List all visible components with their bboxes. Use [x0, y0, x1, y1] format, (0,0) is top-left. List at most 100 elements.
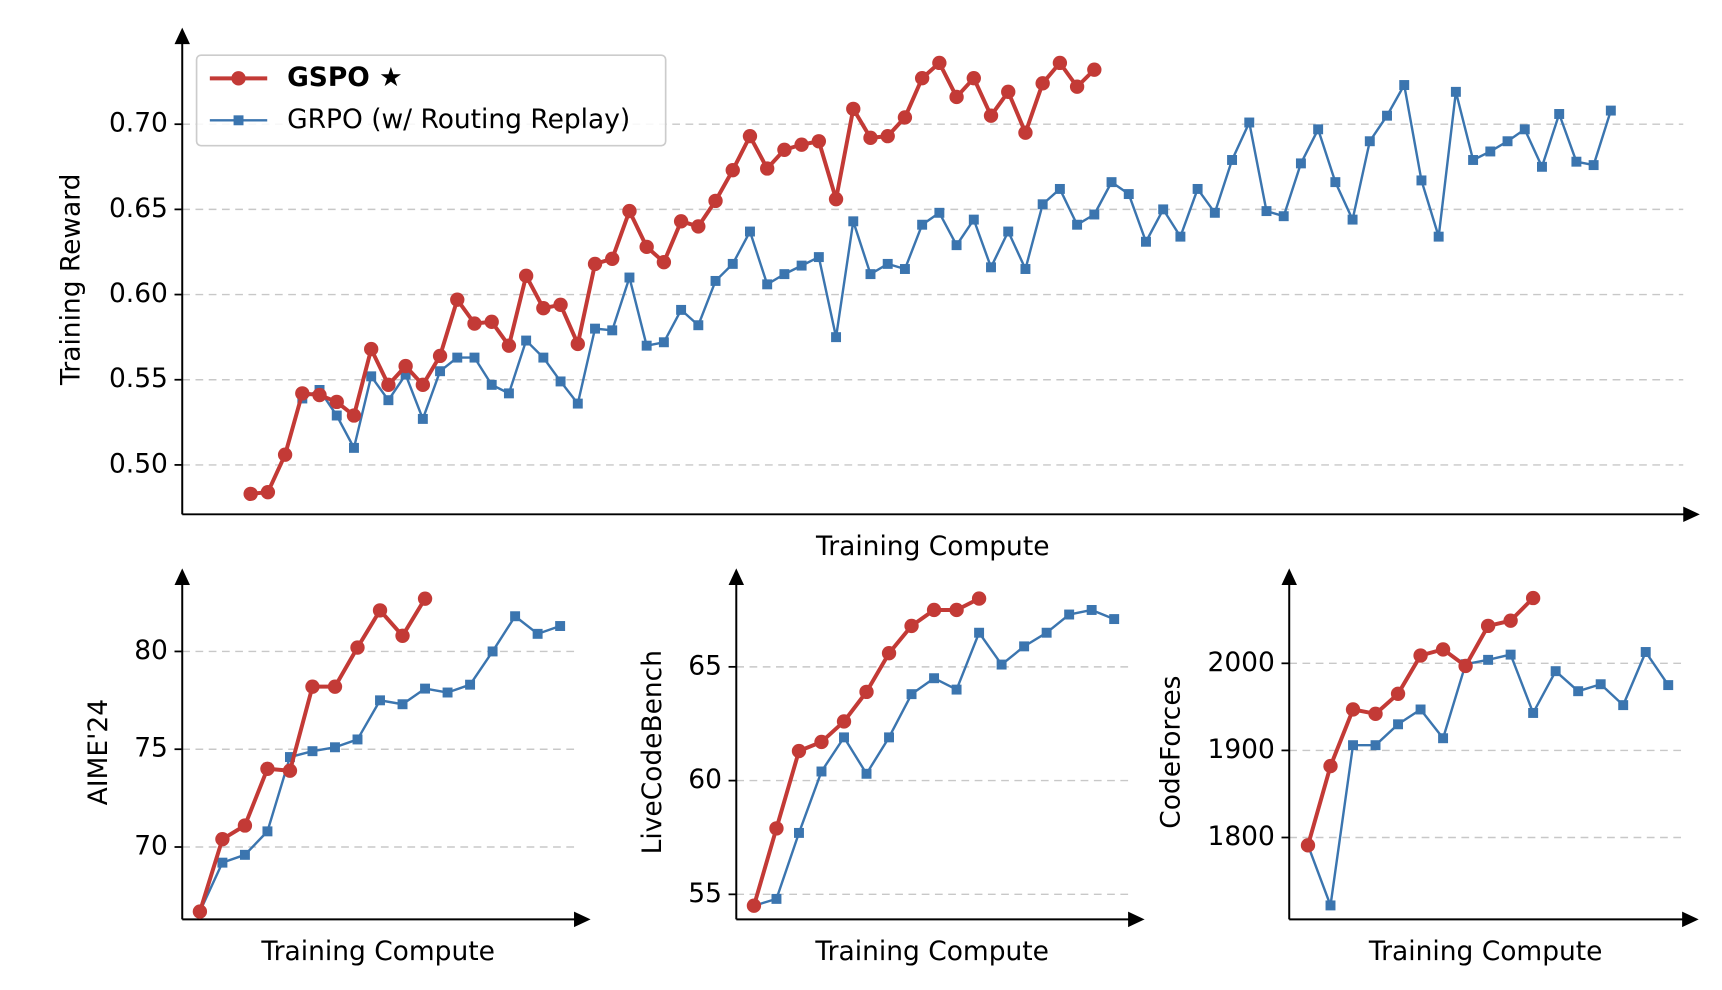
marker — [1368, 706, 1383, 722]
marker — [398, 358, 413, 374]
marker — [974, 627, 985, 638]
y-tick-label: 60 — [688, 764, 722, 795]
marker — [762, 279, 773, 290]
marker — [487, 646, 498, 657]
marker — [658, 337, 669, 348]
marker — [383, 395, 394, 406]
marker — [1158, 204, 1169, 215]
marker — [884, 732, 894, 743]
marker — [284, 752, 295, 763]
y-arrow — [1281, 568, 1297, 585]
y-axis-label: CodeForces — [1156, 676, 1187, 829]
marker — [1450, 86, 1461, 97]
marker — [307, 746, 318, 757]
marker — [641, 340, 652, 351]
marker — [725, 163, 740, 178]
y-axis-label: LiveCodeBench — [637, 650, 668, 854]
marker — [1020, 264, 1031, 274]
y-tick-label: 70 — [134, 831, 168, 862]
marker — [932, 55, 947, 71]
y-tick-label: 0.70 — [109, 108, 168, 139]
marker — [1345, 702, 1361, 717]
marker — [859, 684, 874, 700]
marker — [1003, 226, 1014, 237]
marker — [467, 316, 482, 331]
x-axis-label: Training Compute — [260, 936, 495, 967]
marker — [814, 734, 829, 750]
marker — [605, 251, 620, 266]
marker — [350, 640, 365, 655]
marker — [277, 447, 293, 462]
marker — [1323, 758, 1338, 774]
marker — [917, 219, 928, 230]
legend-label: GRPO (w/ Routing Replay) — [287, 104, 630, 135]
marker — [1663, 680, 1674, 691]
marker — [1382, 110, 1392, 121]
marker — [532, 628, 543, 639]
marker — [327, 679, 343, 694]
marker — [312, 387, 327, 403]
marker — [996, 659, 1007, 670]
marker — [1537, 161, 1547, 172]
marker — [415, 377, 431, 393]
x-arrow — [1128, 911, 1145, 928]
y-tick-label: 0.60 — [109, 278, 168, 309]
marker — [1069, 79, 1085, 94]
marker — [1573, 686, 1584, 697]
marker — [237, 818, 253, 833]
marker — [366, 371, 377, 382]
marker — [1468, 155, 1479, 165]
marker — [691, 219, 706, 234]
marker — [1086, 605, 1097, 615]
marker — [656, 255, 672, 270]
marker — [865, 269, 876, 280]
marker — [745, 226, 755, 237]
marker — [469, 352, 480, 363]
marker — [1390, 686, 1406, 701]
y-tick-label: 65 — [688, 650, 722, 681]
marker — [590, 323, 600, 334]
marker — [791, 743, 807, 759]
marker — [400, 369, 411, 380]
marker — [624, 272, 635, 283]
y-arrow — [728, 568, 745, 585]
marker — [555, 376, 566, 387]
marker — [1019, 641, 1030, 652]
marker — [375, 695, 385, 706]
marker — [1571, 156, 1582, 167]
marker — [639, 239, 654, 255]
x-arrow — [1682, 911, 1699, 928]
marker — [951, 684, 962, 695]
series-line — [1306, 596, 1535, 846]
marker — [536, 301, 551, 316]
marker — [1001, 84, 1016, 100]
marker — [676, 304, 687, 315]
marker — [432, 348, 448, 364]
marker — [282, 763, 298, 778]
marker — [1330, 177, 1341, 188]
marker — [1370, 740, 1381, 751]
x-arrow — [574, 911, 591, 928]
marker — [364, 341, 379, 357]
marker — [217, 857, 228, 868]
marker — [971, 591, 987, 606]
marker — [420, 683, 431, 694]
marker — [863, 130, 878, 146]
marker — [983, 108, 999, 123]
x-arrow — [1683, 506, 1700, 523]
marker — [484, 314, 499, 329]
marker — [1505, 649, 1516, 660]
marker — [1416, 175, 1427, 186]
y-tick-label: 75 — [134, 733, 168, 764]
marker — [1037, 199, 1048, 210]
marker — [1588, 160, 1599, 171]
marker — [839, 732, 849, 743]
marker — [435, 366, 446, 377]
marker — [771, 893, 782, 904]
marker — [1554, 109, 1565, 119]
marker — [769, 821, 784, 836]
marker — [968, 214, 979, 225]
marker — [1313, 124, 1324, 135]
legend-label: GSPO ★ — [287, 62, 403, 93]
y-tick-label: 0.65 — [109, 193, 168, 224]
